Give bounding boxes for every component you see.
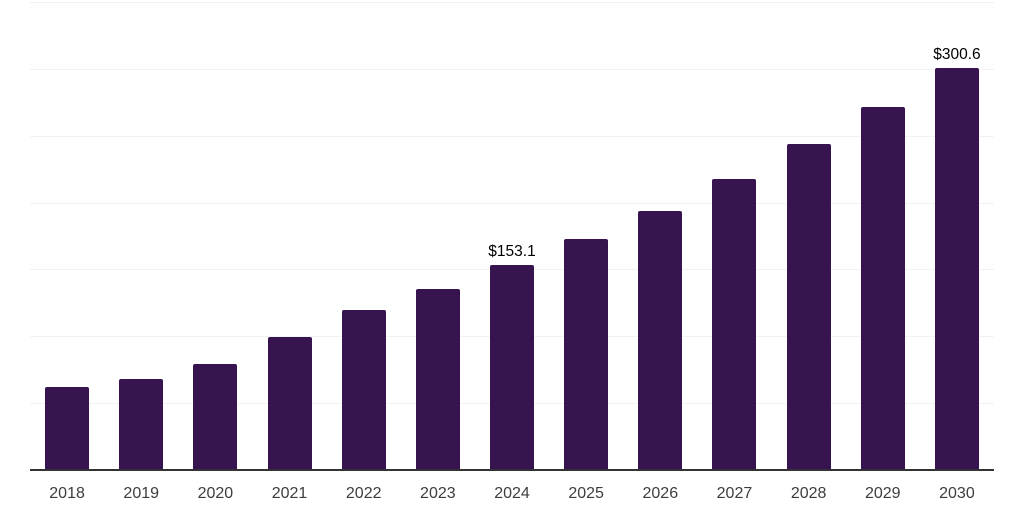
x-tick-label-2021: 2021 (271, 485, 308, 502)
bar-2030[interactable] (935, 68, 979, 470)
gridline-200 (30, 203, 994, 204)
bar-2021[interactable] (268, 337, 312, 470)
x-tick-label-2026: 2026 (642, 485, 679, 502)
x-tick-label-2022: 2022 (345, 485, 382, 502)
bar-2029[interactable] (861, 107, 905, 470)
x-tick-label-2018: 2018 (49, 485, 85, 502)
x-tick-label-2024: 2024 (494, 485, 530, 502)
bar-2018[interactable] (45, 387, 89, 470)
x-tick-label-2027: 2027 (716, 485, 753, 502)
bar-2020[interactable] (193, 364, 237, 470)
bar-2024[interactable] (490, 265, 534, 470)
bar-2019[interactable] (119, 379, 163, 470)
bar-2022[interactable] (342, 310, 386, 470)
x-tick-label-2019: 2019 (123, 485, 160, 502)
bar-2027[interactable] (712, 179, 756, 470)
bar-2026[interactable] (638, 211, 682, 470)
x-tick-label-2030: 2030 (939, 485, 975, 502)
gridline-350 (30, 2, 994, 3)
bar-2028[interactable] (787, 144, 831, 470)
x-tick-label-2020: 2020 (197, 485, 234, 502)
bar-value-label-2030: $300.6 (933, 46, 981, 63)
x-tick-label-2028: 2028 (790, 485, 827, 502)
gridline-250 (30, 136, 994, 137)
gridline-300 (30, 69, 994, 70)
bar-2023[interactable] (416, 289, 460, 470)
x-axis-line (30, 469, 994, 471)
x-tick-label-2025: 2025 (568, 485, 604, 502)
bar-2025[interactable] (564, 239, 608, 470)
bar-value-label-2024: $153.1 (488, 243, 536, 260)
x-tick-label-2029: 2029 (864, 485, 901, 502)
x-tick-label-2023: 2023 (420, 485, 456, 502)
